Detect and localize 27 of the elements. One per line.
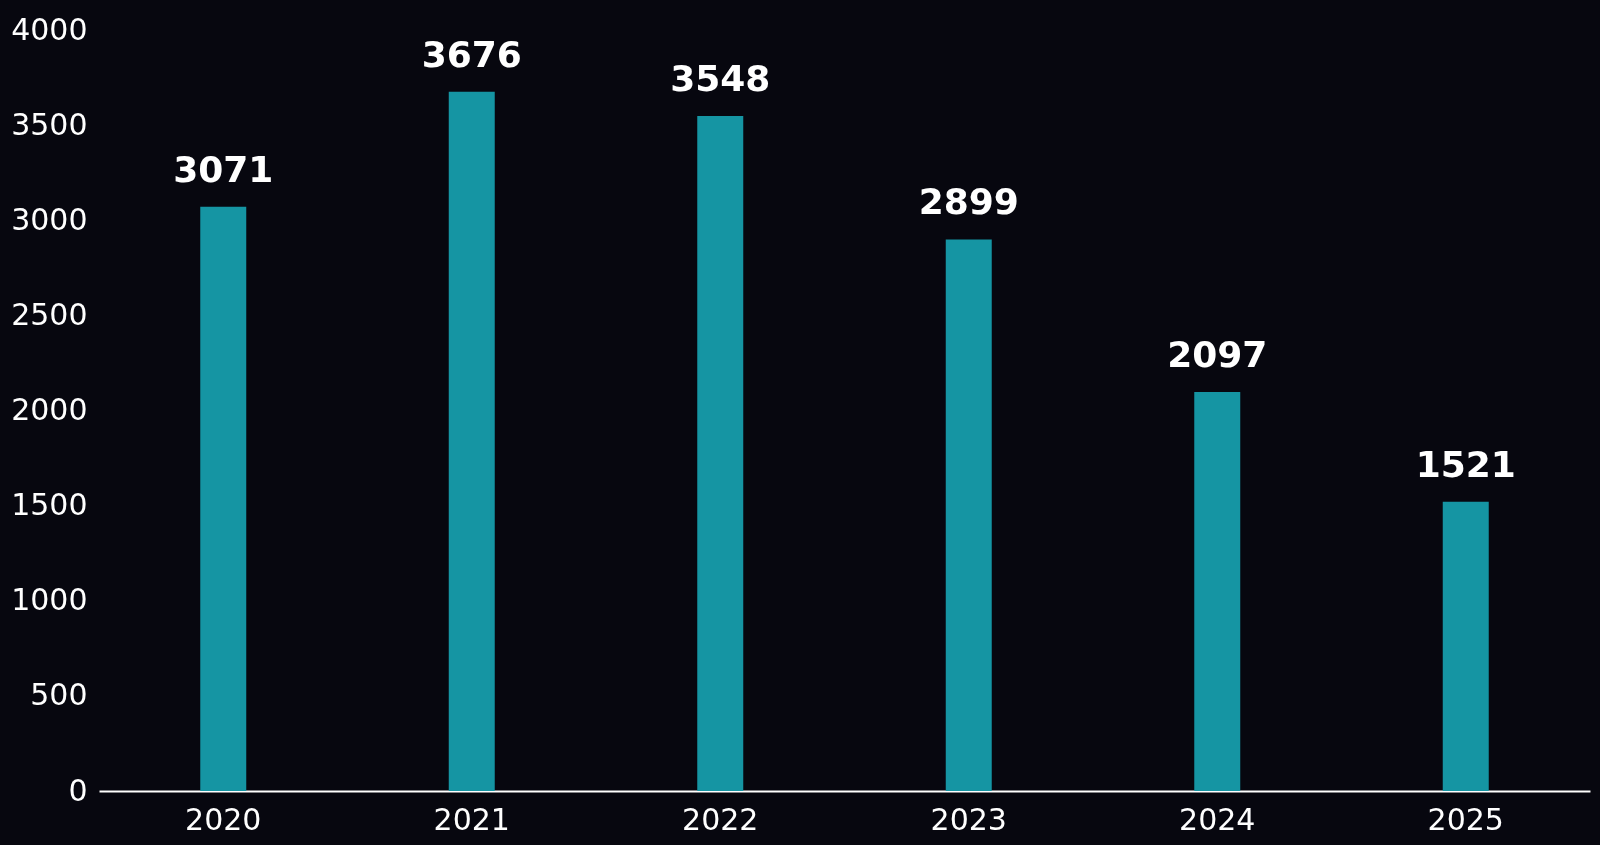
data-label: 3548: [670, 57, 771, 99]
bar: [697, 115, 744, 791]
x-tick-label: 2022: [682, 801, 759, 837]
y-tick-label: 3000: [11, 201, 88, 237]
data-label: 3071: [173, 148, 274, 190]
y-tick-label: 2000: [11, 392, 88, 427]
y-tick-label: 1000: [11, 582, 88, 618]
data-label: 1521: [1415, 443, 1516, 485]
x-tick-label: 2025: [1427, 801, 1504, 837]
bar: [1442, 501, 1489, 791]
x-tick-label: 2023: [930, 801, 1007, 837]
x-tick-label: 2020: [185, 801, 262, 837]
bar: [945, 239, 992, 791]
bar: [448, 91, 495, 791]
data-label: 2097: [1167, 334, 1268, 376]
data-label: 3676: [421, 33, 522, 75]
y-tick-label: 3500: [11, 106, 88, 142]
bar: [200, 206, 247, 791]
y-tick-label: 1500: [11, 487, 88, 523]
x-tick-label: 2024: [1179, 801, 1256, 837]
bar: [1194, 392, 1241, 791]
y-tick-label: 2500: [11, 296, 88, 332]
x-tick-label: 2021: [433, 801, 510, 837]
data-label: 2899: [918, 181, 1019, 223]
y-tick-label: 4000: [11, 11, 88, 47]
y-tick-label: 0: [68, 772, 88, 808]
y-tick-label: 500: [30, 677, 88, 713]
